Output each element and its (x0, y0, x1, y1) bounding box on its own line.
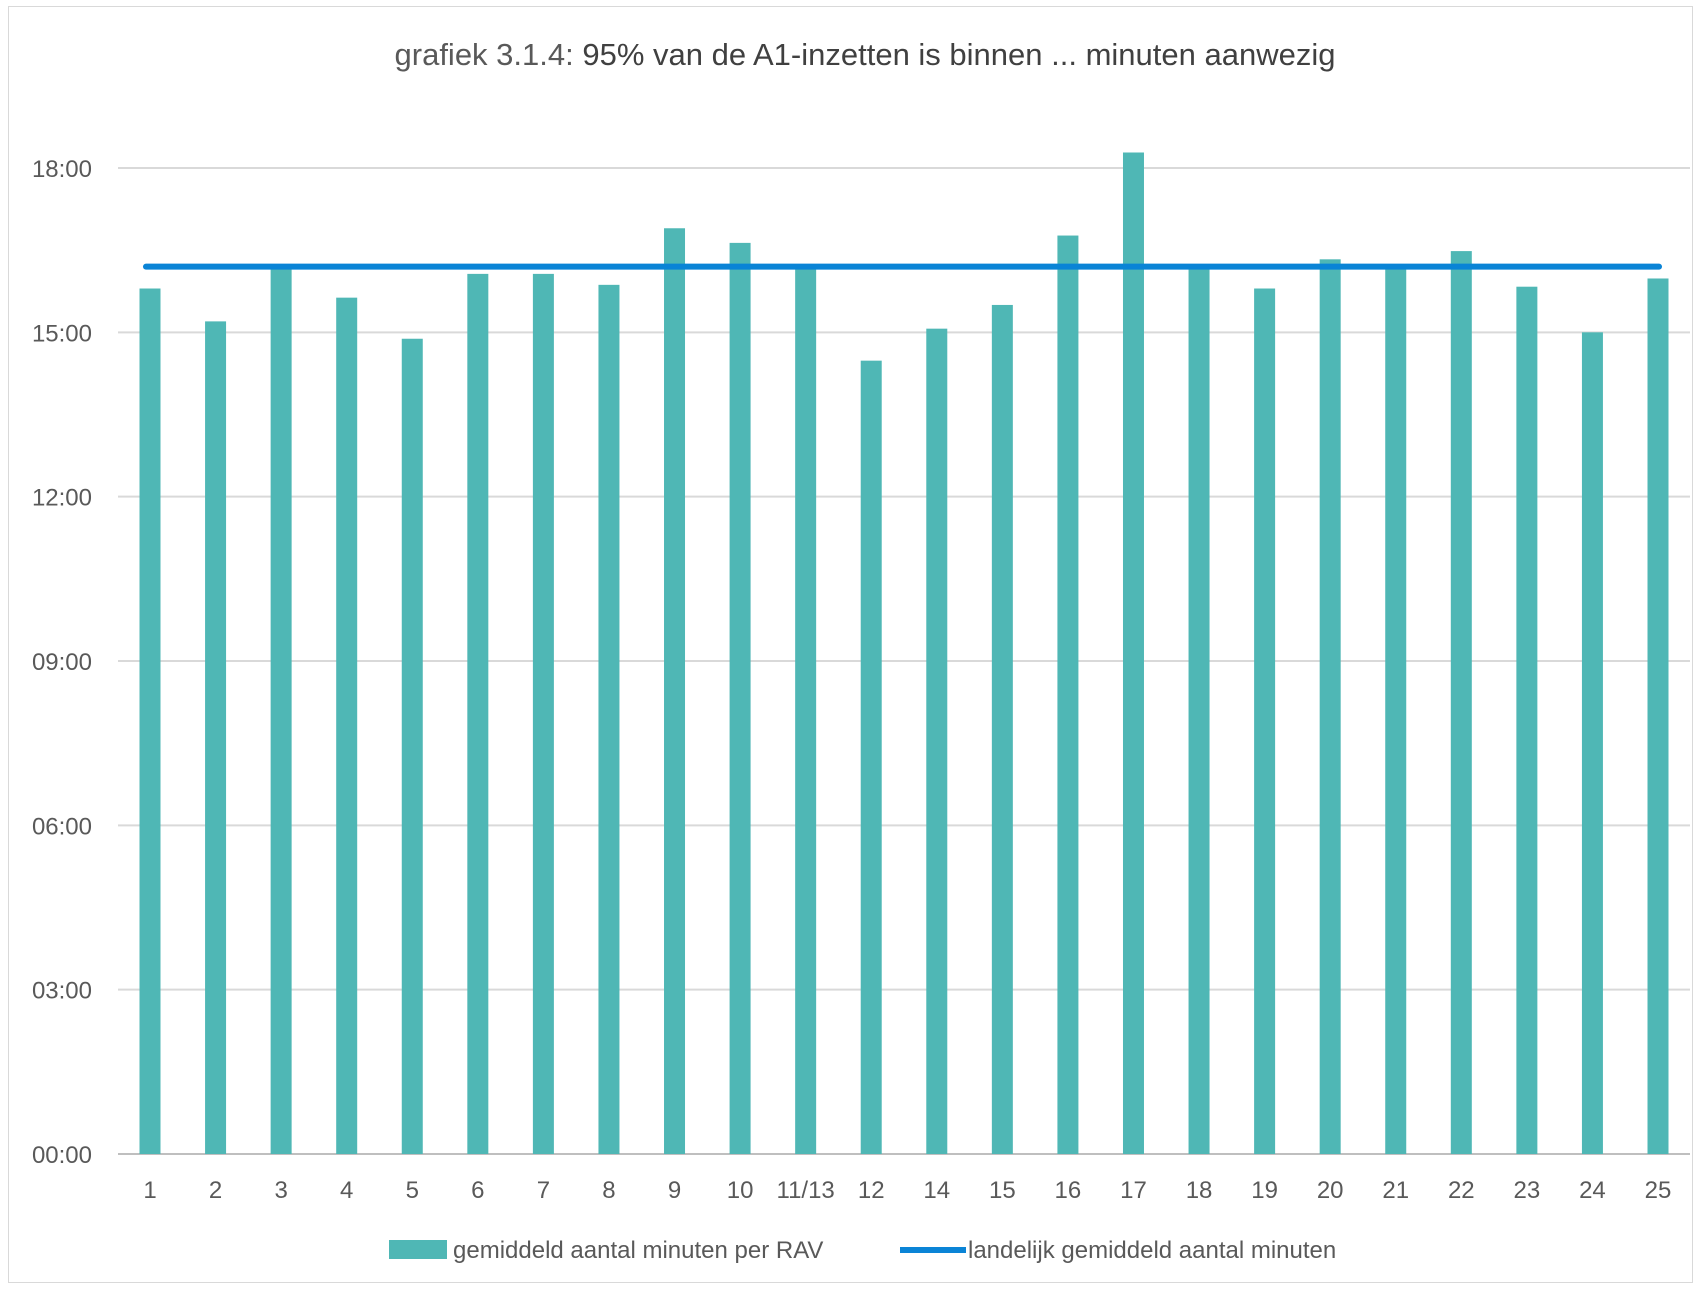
y-tick-label: 18:00 (32, 156, 92, 183)
x-tick-label: 12 (858, 1177, 885, 1204)
x-tick-label: 18 (1186, 1177, 1213, 1204)
x-axis-ticks: 1 2 3 4 5 6 7 8 9 10 11/13 12 14 15 16 17 18 19 20 21 22 23 24… (143, 1177, 1671, 1204)
bar (991, 304, 1013, 1154)
bar (1385, 266, 1407, 1155)
x-tick-label: 1 (143, 1177, 156, 1204)
x-tick-label: 3 (274, 1177, 287, 1204)
x-tick-label: 11/13 (777, 1177, 835, 1204)
x-tick-label: 14 (923, 1177, 950, 1204)
bar (860, 360, 882, 1154)
x-tick-label: 19 (1251, 1177, 1278, 1204)
y-tick-label: 00:00 (32, 1142, 92, 1169)
x-tick-label: 10 (727, 1177, 754, 1204)
x-tick-label: 5 (406, 1177, 419, 1204)
bar (1647, 278, 1669, 1154)
y-tick-label: 06:00 (32, 813, 92, 840)
bar (270, 266, 292, 1155)
bar (205, 321, 227, 1154)
bar (1581, 332, 1603, 1154)
x-tick-label: 22 (1448, 1177, 1475, 1204)
x-tick-label: 16 (1055, 1177, 1082, 1204)
bar (467, 273, 489, 1154)
legend: gemiddeld aantal minuten per RAV landeli… (389, 1237, 1336, 1264)
y-tick-label: 09:00 (32, 649, 92, 676)
chart-title: grafiek 3.1.4: 95% van de A1-inzetten is… (395, 37, 1336, 72)
x-tick-label: 23 (1514, 1177, 1541, 1204)
bar (336, 297, 358, 1154)
x-tick-label: 17 (1120, 1177, 1147, 1204)
grid-lines (118, 167, 1690, 1155)
x-tick-label: 25 (1645, 1177, 1672, 1204)
x-tick-label: 7 (537, 1177, 550, 1204)
y-axis-ticks: 00:00 03:00 06:00 09:00 12:00 15:00 18:00 (32, 156, 92, 1169)
x-tick-label: 21 (1382, 1177, 1409, 1204)
bar (1516, 286, 1538, 1154)
y-tick-label: 03:00 (32, 978, 92, 1005)
bar-series (139, 152, 1669, 1155)
bar (1450, 251, 1472, 1154)
x-tick-label: 2 (209, 1177, 222, 1204)
chart-title-main: 95% van de A1-inzetten is binnen ... min… (582, 37, 1335, 72)
bar (795, 266, 817, 1155)
bar (598, 284, 620, 1154)
x-tick-label: 9 (668, 1177, 681, 1204)
bar (139, 288, 161, 1154)
x-tick-label: 15 (989, 1177, 1016, 1204)
legend-label-bar: gemiddeld aantal minuten per RAV (453, 1237, 823, 1264)
x-tick-label: 6 (471, 1177, 484, 1204)
legend-label-line: landelijk gemiddeld aantal minuten (968, 1237, 1336, 1264)
chart-title-prefix: grafiek 3.1.4: (395, 37, 583, 72)
y-tick-label: 15:00 (32, 320, 92, 347)
x-tick-label: 4 (340, 1177, 353, 1204)
x-tick-label: 24 (1579, 1177, 1606, 1204)
bar (1254, 288, 1276, 1154)
x-tick-label: 20 (1317, 1177, 1344, 1204)
bar (401, 338, 423, 1155)
bar (532, 273, 554, 1154)
bar (1057, 235, 1079, 1154)
bar (926, 328, 948, 1154)
bar (1122, 152, 1144, 1154)
legend-swatch-bar (389, 1240, 447, 1259)
bar (1319, 259, 1341, 1154)
bar (729, 242, 751, 1154)
bar (1188, 266, 1210, 1155)
bar (664, 228, 686, 1154)
y-tick-label: 12:00 (32, 485, 92, 512)
x-tick-label: 8 (602, 1177, 615, 1204)
